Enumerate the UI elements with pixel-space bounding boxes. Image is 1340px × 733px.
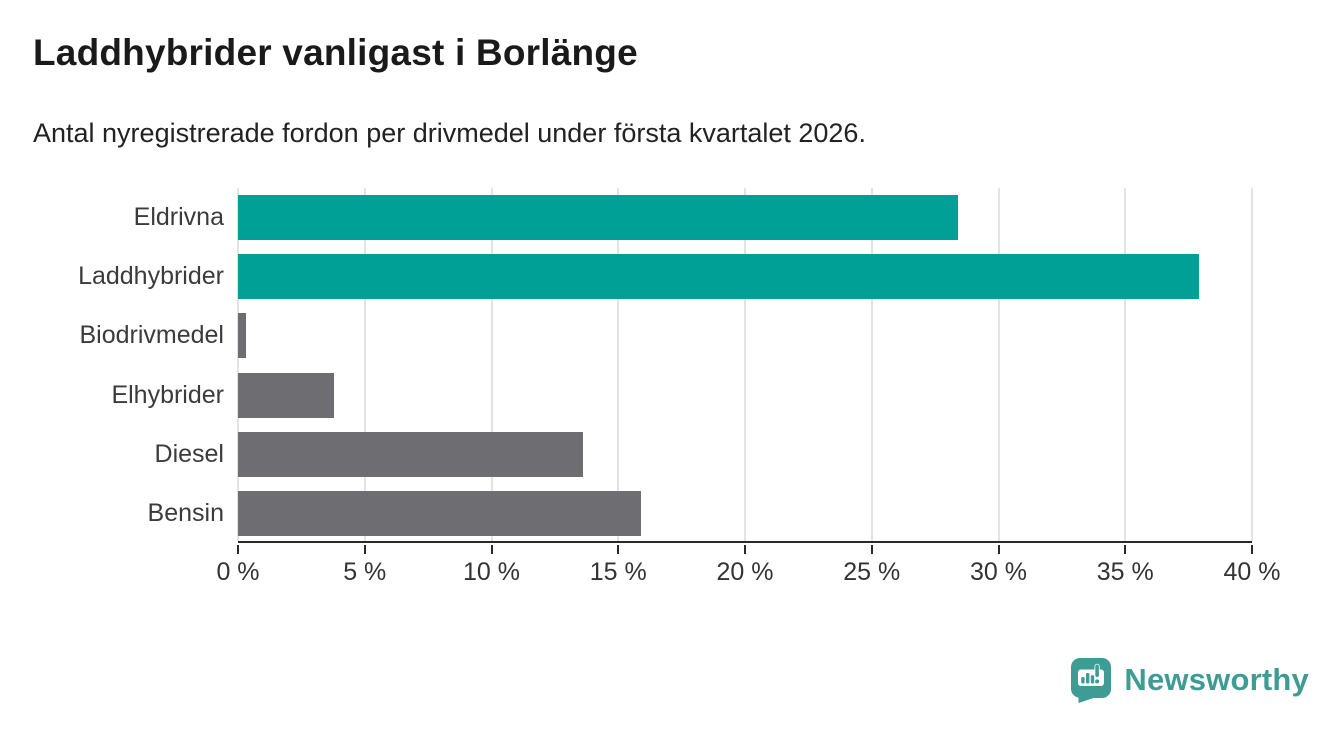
chart-subtitle: Antal nyregistrerade fordon per drivmede… <box>33 118 866 148</box>
axis-tick <box>617 545 620 554</box>
axis-tick-label: 20 % <box>716 558 774 586</box>
gridline <box>363 188 366 541</box>
axis-tick <box>870 545 873 554</box>
axis-tick <box>997 545 1000 554</box>
gridline <box>997 188 1000 541</box>
axis-tick <box>1124 545 1127 554</box>
axis-tick <box>363 545 366 554</box>
brand-logo: Newsworthy <box>1069 656 1309 703</box>
bar-bensin <box>238 490 642 536</box>
bar-elhybrider <box>238 372 335 418</box>
bar-laddhybrider <box>238 254 1199 300</box>
axis-tick-label: 10 % <box>463 558 520 586</box>
logo-mini-bar-2 <box>1086 673 1090 684</box>
axis-tick <box>490 545 493 554</box>
bar-eldrivna <box>238 195 958 241</box>
axis-tick <box>1251 545 1253 554</box>
category-label: Biodrivmedel <box>79 321 224 350</box>
category-label: Eldrivna <box>133 203 224 232</box>
axis-tick-label: 25 % <box>843 558 901 586</box>
gridline <box>870 188 873 541</box>
category-label: Bensin <box>147 498 224 527</box>
gridline <box>237 188 239 541</box>
axis-tick-label: 5 % <box>343 558 387 586</box>
axis-tick <box>744 545 746 554</box>
axis-tick-label: 15 % <box>589 558 647 586</box>
bar-diesel <box>238 431 583 477</box>
logo-mini-bar-1 <box>1081 677 1085 684</box>
gridline <box>1124 188 1127 541</box>
logo-exclamation-dot <box>1094 678 1101 685</box>
logo-exclamation-bar <box>1094 663 1101 678</box>
x-axis: 0 % 5 % 10 % 15 % 20 % 25 % 30 % 35 % 40 % <box>216 545 1280 600</box>
gridline <box>1251 188 1253 541</box>
axis-tick <box>237 545 239 554</box>
plot-area <box>237 188 1253 543</box>
axis-tick-label: 30 % <box>970 558 1027 586</box>
brand-name: Newsworthy <box>1124 661 1309 697</box>
gridline <box>617 188 620 541</box>
category-label: Diesel <box>154 439 224 468</box>
axis-tick-label: 0 % <box>216 558 260 586</box>
category-label: Elhybrider <box>111 380 224 409</box>
category-labels: Eldrivna Laddhybrider Biodrivmedel Elhybrid… <box>10 188 224 543</box>
axis-tick-label: 40 % <box>1223 558 1281 586</box>
category-label: Laddhybrider <box>78 262 224 291</box>
bar-biodrivmedel <box>238 313 246 359</box>
chart-title: Laddhybrider vanligast i Borlänge <box>33 32 638 73</box>
logo-mini-bar-3 <box>1091 675 1095 684</box>
newsworthy-icon <box>1071 658 1112 703</box>
gridline <box>744 188 746 541</box>
axis-tick-label: 35 % <box>1096 558 1154 586</box>
gridline <box>490 188 493 541</box>
